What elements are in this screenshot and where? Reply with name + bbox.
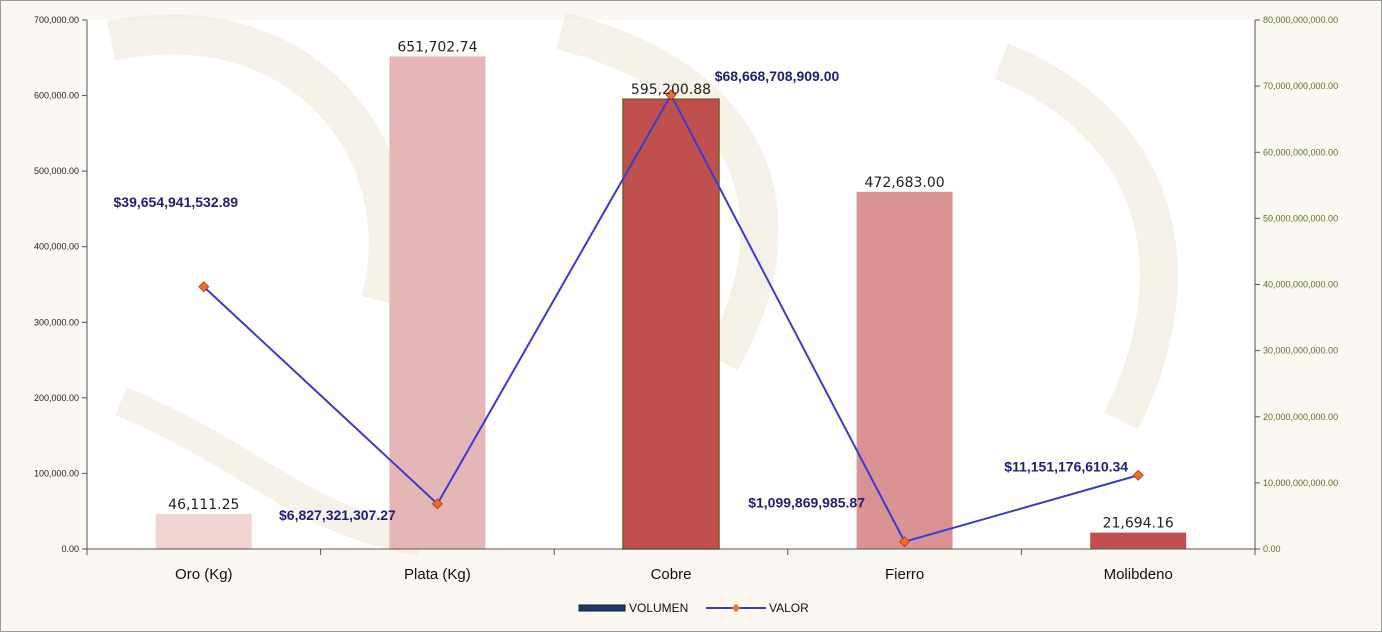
y-left-tick-label: 700,000.00 [34, 15, 79, 25]
valor-point-2 [665, 89, 677, 101]
y-left-tick-label: 300,000.00 [34, 317, 79, 327]
y-right-tick-label: 70,000,000,000.00 [1263, 81, 1338, 91]
bar-0 [155, 514, 252, 549]
valor-point-4 [1132, 469, 1144, 481]
valor-value-label: $11,151,176,610.34 [1004, 458, 1128, 474]
legend-label-valor: VALOR [769, 601, 809, 615]
valor-value-label: $1,099,869,985.87 [748, 495, 865, 511]
y-right-tick-label: 20,000,000,000.00 [1263, 412, 1338, 422]
bar-1 [389, 56, 486, 549]
x-category-label: Plata (Kg) [404, 566, 471, 583]
watermark-decoration [106, 12, 1178, 556]
y-right-tick-label: 50,000,000,000.00 [1263, 213, 1338, 223]
bar-4 [1090, 532, 1187, 549]
y-left-tick-label: 600,000.00 [34, 91, 79, 101]
bar-value-label: 472,683.00 [865, 175, 945, 191]
y-left-tick-label: 100,000.00 [34, 468, 79, 478]
x-category-label: Fierro [885, 566, 924, 583]
bar-value-label: 46,111.25 [168, 497, 239, 513]
legend-marker-valor [731, 603, 741, 613]
x-category-label: Cobre [651, 566, 692, 583]
y-right-tick-label: 80,000,000,000.00 [1263, 15, 1338, 25]
y-right-tick-label: 60,000,000,000.00 [1263, 147, 1338, 157]
x-category-label: Oro (Kg) [175, 566, 233, 583]
bar-value-label: 21,694.16 [1103, 516, 1174, 532]
y-right-tick-label: 0.00 [1263, 544, 1281, 554]
y-left-tick-label: 0.00 [61, 544, 79, 554]
bar-value-label: 651,702.74 [397, 39, 477, 55]
y-right-tick-label: 40,000,000,000.00 [1263, 280, 1338, 290]
y-right-tick-label: 10,000,000,000.00 [1263, 478, 1338, 488]
bar-3 [856, 191, 953, 550]
legend-label-volumen: VOLUMEN [629, 601, 688, 615]
bar-2 [622, 98, 720, 550]
valor-value-label: $39,654,941,532.89 [114, 194, 239, 210]
legend-swatch-volumen [578, 604, 626, 612]
valor-point-0 [198, 281, 210, 293]
valor-point-3 [899, 536, 911, 548]
y-left-tick-label: 400,000.00 [34, 242, 79, 252]
y-left-tick-label: 500,000.00 [34, 166, 79, 176]
valor-value-label: $6,827,321,307.27 [279, 507, 396, 523]
valor-value-label: $68,668,708,909.00 [715, 68, 840, 84]
x-category-label: Molibdeno [1104, 566, 1173, 583]
valor-point-1 [431, 498, 443, 510]
bar-value-label: 595,200.88 [631, 82, 711, 98]
y-left-tick-label: 200,000.00 [34, 393, 79, 403]
y-right-tick-label: 30,000,000,000.00 [1263, 346, 1338, 356]
